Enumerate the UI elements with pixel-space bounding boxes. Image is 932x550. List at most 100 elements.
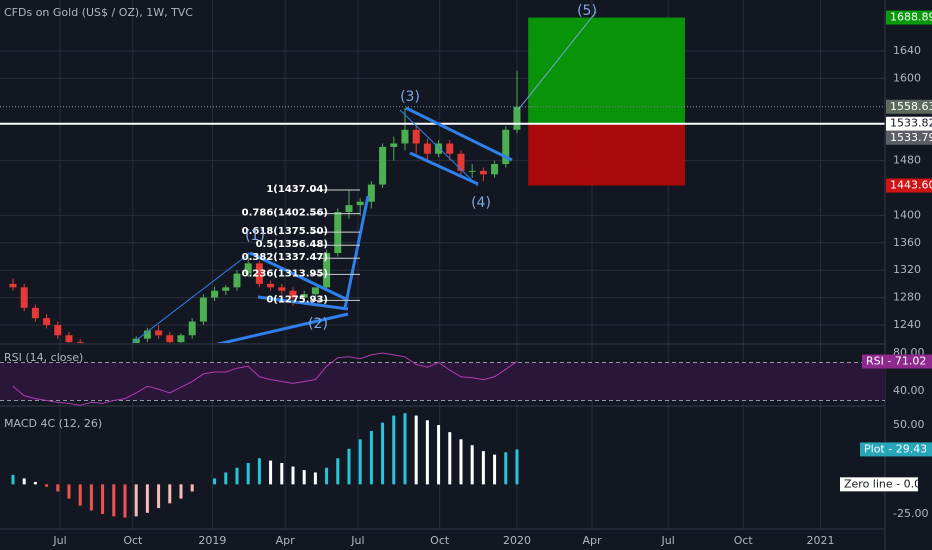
candle-body [323,253,331,288]
candle-body [289,290,297,298]
candle-body [278,287,286,291]
candle-body [255,263,263,284]
macd-bar [22,478,26,485]
macd-bar [67,484,71,499]
price-badge-label: 1533.79 [890,131,932,144]
macd-bar [336,458,340,485]
stop-zone [528,123,685,186]
price-badge-label: 1443.60 [890,179,932,192]
fib-label: 0.236(1313.95) [242,268,328,279]
rsi-title: RSI (14, close) [4,351,83,364]
fib-label: 1(1437.04) [266,184,328,195]
candle-body [143,330,151,339]
macd-bar [269,460,273,485]
price-badge-label: RSI - 71.02 [866,355,926,368]
candle-body [177,335,185,343]
macd-bar [11,474,15,485]
candle-body [76,342,84,343]
candle-body [390,143,398,147]
y-tick-label: 1360 [893,236,921,249]
macd-tick-label: -25.00 [893,507,928,520]
macd-bar [33,481,37,485]
x-tick-label: 2019 [198,534,226,547]
candle-body [199,297,207,322]
macd-bar [56,484,60,492]
candle-body [233,273,241,288]
price-badge [886,130,932,145]
macd-bar [78,484,82,506]
candle-body [379,146,387,185]
candle-body [412,129,420,144]
candle-body [222,287,230,291]
x-tick-label: 2020 [503,534,531,547]
candle-body [401,129,409,144]
macd-bar [493,454,497,485]
candle-body [457,153,465,171]
macd-bar [470,445,474,485]
x-tick-label: Oct [123,534,143,547]
wave-label: (4) [471,195,491,211]
wave-label: (2) [308,316,328,332]
candle-body [423,143,431,154]
candle-body [491,164,499,175]
macd-bar [145,484,149,513]
candle-body [9,283,17,288]
candle-body [155,330,163,336]
x-tick-label: Jul [661,534,675,547]
macd-bar [403,413,407,485]
price-badge [840,477,918,492]
y-tick-label: 1320 [893,263,921,276]
y-tick-label: 1280 [893,291,921,304]
wave-label: (1) [245,228,265,244]
macd-bar [347,448,351,485]
price-badge [862,354,932,369]
macd-bar [157,484,161,509]
fib-label: 0.618(1375.50) [242,226,328,237]
price-badge [886,10,932,25]
macd-bar [89,484,93,511]
macd-bar [213,478,217,485]
chart-title: CFDs on Gold (US$ / OZ), 1W, TVC [4,6,193,19]
candle-body [188,321,196,336]
candle-body [513,106,521,130]
price-badge [886,116,932,131]
macd-bar [291,466,295,485]
fib-label: 0.5(1356.48) [256,239,328,250]
macd-bar [414,415,418,485]
price-badge [860,442,932,457]
macd-bar [481,451,485,485]
candle-body [435,143,443,154]
candle-body [166,335,174,343]
macd-bar [302,470,306,485]
candle-body [300,294,308,298]
candle-body [65,335,73,343]
candle-body [20,287,28,308]
x-tick-label: Apr [583,534,603,547]
price-badge-label: 1558.63 [890,100,932,113]
x-tick-label: Apr [276,534,296,547]
macd-bar [369,430,373,485]
candle-body [211,290,219,298]
macd-bar [224,472,228,485]
macd-bar [515,449,519,485]
rsi-line [12,352,518,406]
fib-label: 0.382(1337.47) [242,252,328,263]
x-tick-label: Jul [350,534,364,547]
price-badge-label: 1688.89 [890,11,932,24]
macd-bar [448,432,452,485]
wave-label: (3) [400,89,420,105]
candle-body [244,263,252,274]
macd-bar [425,420,429,485]
candle-body [54,324,62,336]
candle-body [356,201,364,206]
macd-bar [190,484,194,492]
macd-bar [45,484,49,487]
y-tick-label: 1240 [893,318,921,331]
rsi-tick-label: 40.00 [893,384,925,397]
wave-label: (5) [577,3,597,19]
candle-body [345,205,353,212]
macd-bar [235,467,239,485]
macd-tick-label: 50.00 [893,418,925,431]
price-badge-label: Plot - 29.43 [864,442,927,455]
price-badge [886,99,932,114]
